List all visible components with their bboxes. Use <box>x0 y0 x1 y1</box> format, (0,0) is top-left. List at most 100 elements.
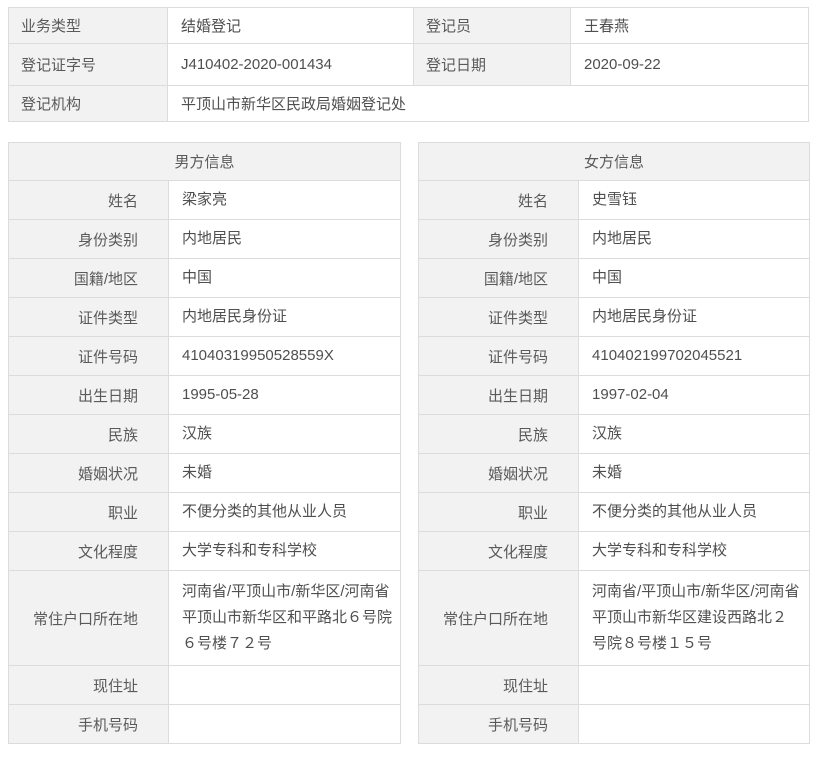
female-id-number-label: 证件号码 <box>418 336 580 376</box>
male-marital-status-value: 未婚 <box>167 453 402 493</box>
female-name-label: 姓名 <box>418 180 580 220</box>
table-row: 业务类型 结婚登记 登记员 王春燕 <box>8 7 809 44</box>
table-row: 出生日期 1995-05-28 <box>8 375 402 415</box>
business-type-label: 业务类型 <box>8 7 168 44</box>
female-occupation-label: 职业 <box>418 492 580 532</box>
table-row: 现住址 <box>8 665 402 705</box>
table-row: 女方信息 <box>418 142 811 181</box>
female-mobile-label: 手机号码 <box>418 704 580 744</box>
table-row: 婚姻状况 未婚 <box>418 453 811 493</box>
male-birth-date-value: 1995-05-28 <box>167 375 402 415</box>
male-info-table: 男方信息 姓名 梁家亮 身份类别 内地居民 国籍/地区 中国 证件类型 内地居民… <box>7 142 402 744</box>
male-id-number-value: 41040319950528559X <box>167 336 402 376</box>
certificate-no-value: J410402-2020-001434 <box>167 43 414 86</box>
male-id-number-label: 证件号码 <box>8 336 169 376</box>
female-ethnicity-label: 民族 <box>418 414 580 454</box>
table-row: 职业 不便分类的其他从业人员 <box>418 492 811 532</box>
table-row: 登记证字号 J410402-2020-001434 登记日期 2020-09-2… <box>8 43 809 86</box>
table-row: 常住户口所在地 河南省/平顶山市/新华区/河南省平顶山市新华区和平路北６号院６号… <box>8 570 402 666</box>
certificate-no-label: 登记证字号 <box>8 43 168 86</box>
table-row: 身份类别 内地居民 <box>8 219 402 259</box>
female-household-address-label: 常住户口所在地 <box>418 570 580 666</box>
male-mobile-value <box>167 704 402 744</box>
table-row: 民族 汉族 <box>418 414 811 454</box>
male-identity-category-value: 内地居民 <box>167 219 402 259</box>
male-household-address-label: 常住户口所在地 <box>8 570 169 666</box>
male-birth-date-label: 出生日期 <box>8 375 169 415</box>
male-education-label: 文化程度 <box>8 531 169 571</box>
business-type-value: 结婚登记 <box>167 7 414 44</box>
female-birth-date-value: 1997-02-04 <box>578 375 811 415</box>
registration-agency-value: 平顶山市新华区民政局婚姻登记处 <box>167 85 809 122</box>
table-row: 姓名 梁家亮 <box>8 180 402 220</box>
male-name-label: 姓名 <box>8 180 169 220</box>
female-nationality-label: 国籍/地区 <box>418 258 580 298</box>
table-row: 手机号码 <box>8 704 402 744</box>
male-name-value: 梁家亮 <box>167 180 402 220</box>
female-current-address-label: 现住址 <box>418 665 580 705</box>
table-row: 国籍/地区 中国 <box>8 258 402 298</box>
female-current-address-value <box>578 665 811 705</box>
female-info-title: 女方信息 <box>418 142 811 181</box>
registration-agency-label: 登记机构 <box>8 85 168 122</box>
table-row: 手机号码 <box>418 704 811 744</box>
table-row: 文化程度 大学专科和专科学校 <box>418 531 811 571</box>
table-row: 职业 不便分类的其他从业人员 <box>8 492 402 532</box>
male-household-address-value: 河南省/平顶山市/新华区/河南省平顶山市新华区和平路北６号院６号楼７２号 <box>167 570 402 666</box>
table-row: 婚姻状况 未婚 <box>8 453 402 493</box>
male-id-type-label: 证件类型 <box>8 297 169 337</box>
female-name-value: 史雪钰 <box>578 180 811 220</box>
marriage-registration-record: 业务类型 结婚登记 登记员 王春燕 登记证字号 J410402-2020-001… <box>0 7 817 744</box>
table-row: 民族 汉族 <box>8 414 402 454</box>
male-marital-status-label: 婚姻状况 <box>8 453 169 493</box>
male-info-title: 男方信息 <box>7 142 402 181</box>
female-education-value: 大学专科和专科学校 <box>578 531 811 571</box>
table-row: 登记机构 平顶山市新华区民政局婚姻登记处 <box>8 85 809 122</box>
person-info-section: 男方信息 姓名 梁家亮 身份类别 内地居民 国籍/地区 中国 证件类型 内地居民… <box>7 142 817 744</box>
registrar-label: 登记员 <box>413 7 571 44</box>
male-occupation-label: 职业 <box>8 492 169 532</box>
female-nationality-value: 中国 <box>578 258 811 298</box>
female-education-label: 文化程度 <box>418 531 580 571</box>
male-mobile-label: 手机号码 <box>8 704 169 744</box>
male-education-value: 大学专科和专科学校 <box>167 531 402 571</box>
table-row: 国籍/地区 中国 <box>418 258 811 298</box>
registrar-value: 王春燕 <box>570 7 809 44</box>
female-occupation-value: 不便分类的其他从业人员 <box>578 492 811 532</box>
male-ethnicity-label: 民族 <box>8 414 169 454</box>
table-row: 证件类型 内地居民身份证 <box>8 297 402 337</box>
male-nationality-value: 中国 <box>167 258 402 298</box>
female-ethnicity-value: 汉族 <box>578 414 811 454</box>
registration-summary-table: 业务类型 结婚登记 登记员 王春燕 登记证字号 J410402-2020-001… <box>8 7 809 122</box>
table-row: 姓名 史雪钰 <box>418 180 811 220</box>
male-current-address-label: 现住址 <box>8 665 169 705</box>
table-row: 现住址 <box>418 665 811 705</box>
male-id-type-value: 内地居民身份证 <box>167 297 402 337</box>
registration-date-value: 2020-09-22 <box>570 43 809 86</box>
table-row: 身份类别 内地居民 <box>418 219 811 259</box>
female-marital-status-value: 未婚 <box>578 453 811 493</box>
table-row: 证件号码 410402199702045521 <box>418 336 811 376</box>
male-ethnicity-value: 汉族 <box>167 414 402 454</box>
table-row: 男方信息 <box>7 142 402 181</box>
female-marital-status-label: 婚姻状况 <box>418 453 580 493</box>
table-row: 证件类型 内地居民身份证 <box>418 297 811 337</box>
female-identity-category-label: 身份类别 <box>418 219 580 259</box>
female-id-type-label: 证件类型 <box>418 297 580 337</box>
table-row: 常住户口所在地 河南省/平顶山市/新华区/河南省平顶山市新华区建设西路北２号院８… <box>418 570 811 666</box>
male-current-address-value <box>167 665 402 705</box>
registration-date-label: 登记日期 <box>413 43 571 86</box>
female-info-table: 女方信息 姓名 史雪钰 身份类别 内地居民 国籍/地区 中国 证件类型 内地居民… <box>418 142 811 744</box>
male-occupation-value: 不便分类的其他从业人员 <box>167 492 402 532</box>
female-id-type-value: 内地居民身份证 <box>578 297 811 337</box>
table-row: 证件号码 41040319950528559X <box>8 336 402 376</box>
female-mobile-value <box>578 704 811 744</box>
male-nationality-label: 国籍/地区 <box>8 258 169 298</box>
table-row: 文化程度 大学专科和专科学校 <box>8 531 402 571</box>
table-row: 出生日期 1997-02-04 <box>418 375 811 415</box>
female-birth-date-label: 出生日期 <box>418 375 580 415</box>
female-id-number-value: 410402199702045521 <box>578 336 811 376</box>
female-household-address-value: 河南省/平顶山市/新华区/河南省平顶山市新华区建设西路北２号院８号楼１５号 <box>578 570 811 666</box>
female-identity-category-value: 内地居民 <box>578 219 811 259</box>
male-identity-category-label: 身份类别 <box>8 219 169 259</box>
